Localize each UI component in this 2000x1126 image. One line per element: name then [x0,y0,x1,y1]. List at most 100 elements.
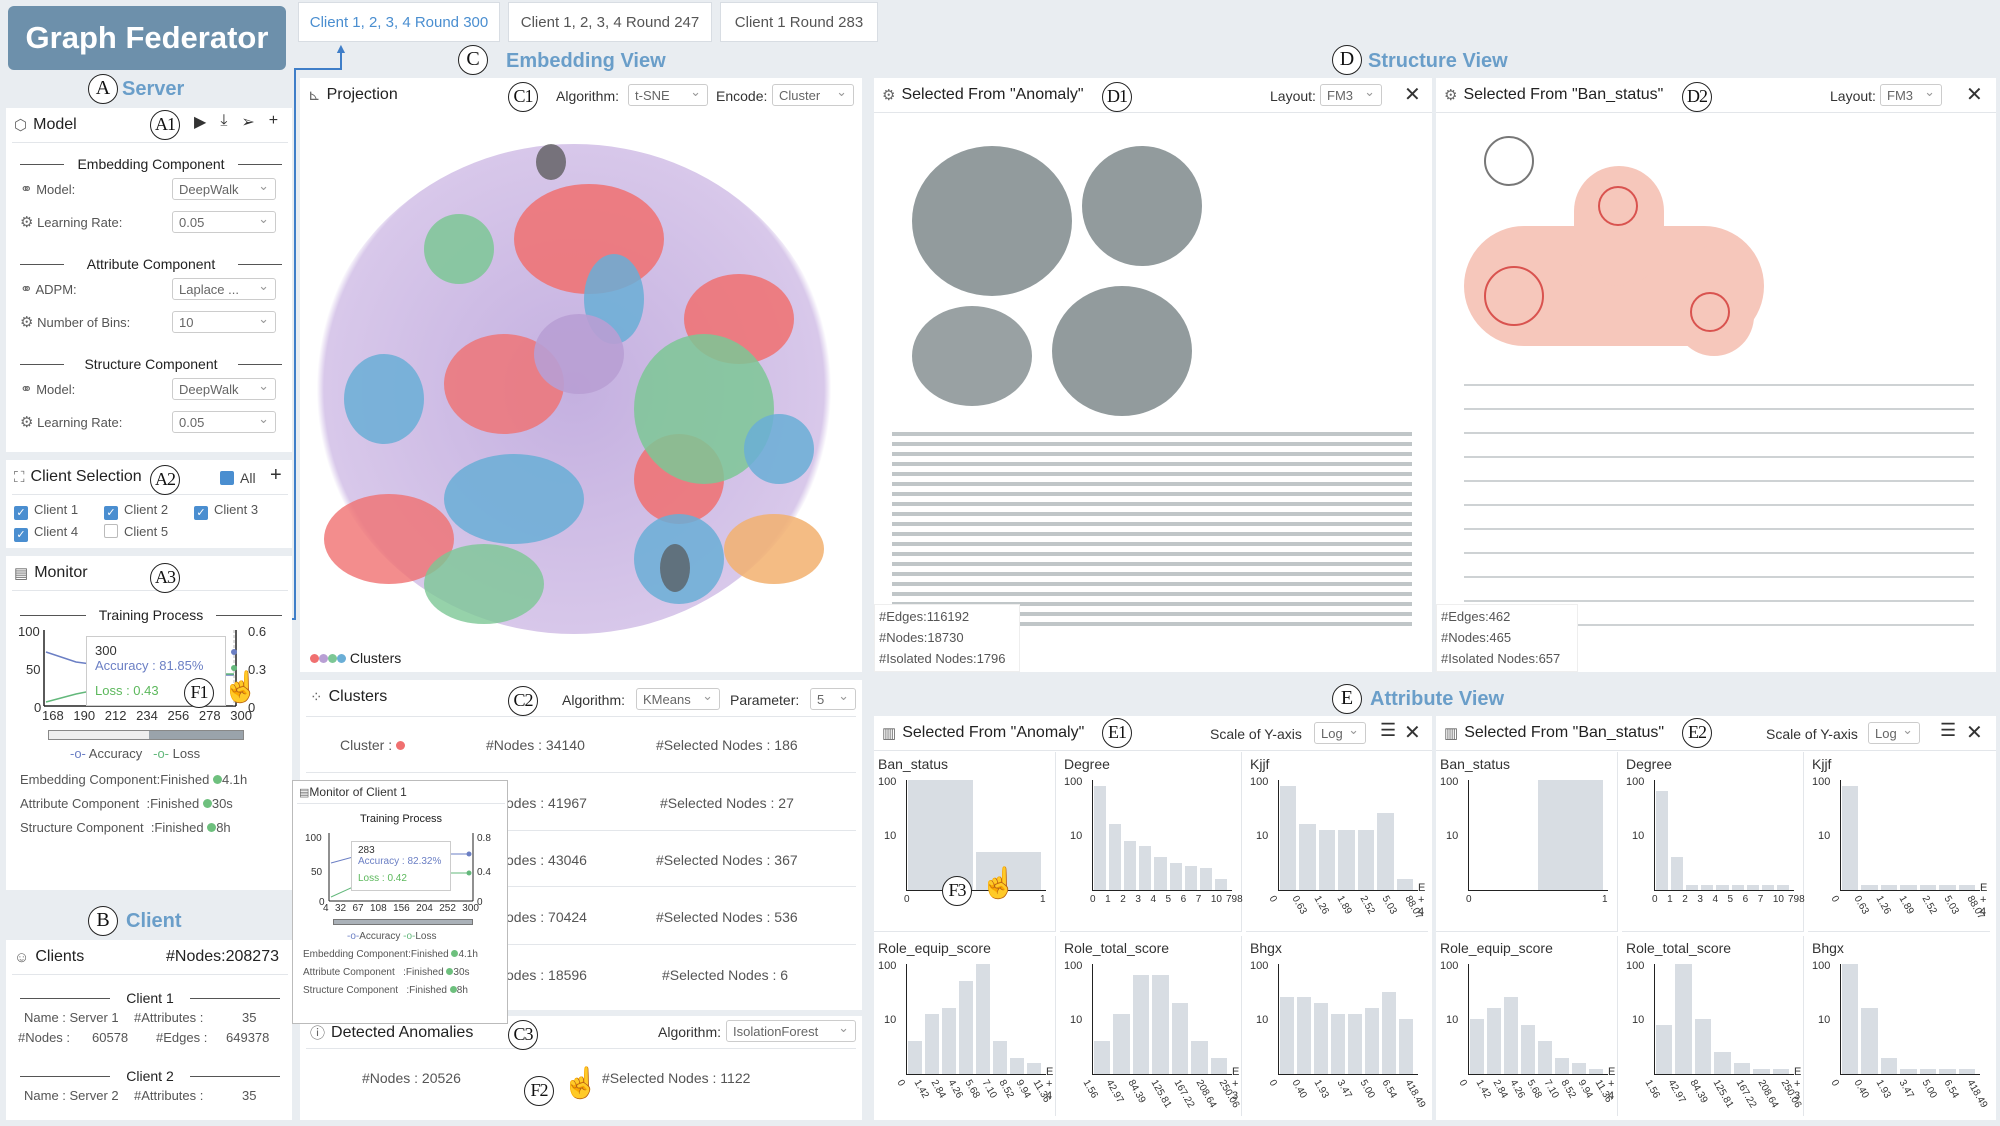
histogram-bar[interactable] [1900,884,1917,890]
bins-input[interactable]: 10 [172,311,276,333]
histogram-bar[interactable] [1504,997,1518,1074]
histogram-role-equip-score[interactable]: Role_equip_score 100 10 0 1.42 2.84 4.26 5.68 7.… [1436,936,1618,1116]
histogram-ban-status[interactable]: Ban_status 100 10 0 1 [874,752,1056,932]
scale-select-left[interactable]: Log [1314,722,1366,744]
histogram-bar[interactable] [1184,865,1197,890]
histogram-bar[interactable] [1280,785,1297,890]
histogram-bar[interactable] [976,964,990,1074]
embedding-lr-input[interactable]: 0.05 [172,211,276,233]
client-4-checkbox[interactable]: ✓ Client 4 [14,524,78,542]
histogram-role-total-score[interactable]: Role_total_score 100 10 1.56 42.97 84.39 125.8… [1060,936,1242,1116]
histogram-bar[interactable] [1210,1057,1227,1074]
histogram-bar[interactable] [1318,829,1336,890]
histogram-bar[interactable] [1861,884,1878,890]
histogram-degree[interactable]: Degree 100 10 0 1 2 3 4 5 6 7 10 798 [1622,752,1805,932]
histogram-bar[interactable] [908,1041,922,1074]
histogram-bar[interactable] [1399,1019,1413,1074]
histogram-bar[interactable] [1701,884,1714,890]
histogram-bar[interactable] [1716,884,1729,890]
close-icon[interactable]: ✕ [1966,84,1983,106]
histogram-bar[interactable] [1733,1063,1751,1074]
histogram-bar[interactable] [1377,813,1394,890]
histogram-bar[interactable] [1109,824,1122,890]
histogram-bar[interactable] [959,980,973,1074]
histogram-bar[interactable] [1331,1013,1345,1074]
histogram-role-equip-score[interactable]: Role_equip_score 100 10 0 1.42 2.84 4.26 5.68 7.… [874,936,1056,1116]
histogram-bar[interactable] [1169,862,1182,890]
all-checkbox[interactable] [220,471,234,485]
tab-round-283[interactable]: Client 1 Round 283 [720,2,878,42]
close-icon[interactable]: ✕ [1404,84,1421,106]
histogram-bar[interactable] [1171,1002,1189,1074]
histogram-bar[interactable] [1919,1068,1937,1074]
histogram-degree[interactable]: Degree 100 10 0 1 2 3 4 5 6 7 10 798 [1060,752,1243,932]
histogram-bar[interactable] [1191,1041,1208,1074]
histogram-bar[interactable] [1010,1057,1024,1074]
histogram-role-total-score[interactable]: Role_total_score 100 10 1.56 42.97 84.39 125.8… [1622,936,1804,1116]
histogram-bar[interactable] [1880,1057,1898,1074]
histogram-bar[interactable] [1746,884,1759,890]
structure-left-layout-select[interactable]: FM3 [1320,84,1382,106]
histogram-bar[interactable] [1686,884,1699,890]
histogram-bar[interactable] [942,1008,956,1074]
structure-model-select[interactable]: DeepWalk [172,378,276,400]
histogram-bar[interactable] [1338,829,1355,890]
histogram-bar[interactable] [1470,1019,1484,1074]
histogram-bar[interactable] [1139,846,1152,890]
histogram-kjjf[interactable]: Kjjf 100 10 0 0.63 1.26 1.89 2.52 5.03 88.07 E + 4 [1246,752,1428,932]
histogram-bhgx[interactable]: Bhgx 100 10 0 0.40 1.93 3.47 5.00 6.54 418.49 [1246,936,1428,1116]
tab-round-300[interactable]: Client 1, 2, 3, 4 Round 300 [298,2,500,42]
tsne-scatter[interactable] [304,114,858,634]
histogram-bar[interactable] [1348,1013,1362,1074]
histogram-bar[interactable] [1382,991,1396,1074]
parameter-input[interactable]: 5 [810,688,856,710]
histogram-bar[interactable] [1761,884,1774,890]
histogram-bar[interactable] [1113,1013,1130,1074]
histogram-bar[interactable] [993,1041,1007,1074]
histogram-bar[interactable] [1958,884,1975,890]
close-icon[interactable]: ✕ [1966,722,1983,744]
histogram-bar[interactable] [1357,829,1375,890]
histogram-bar[interactable] [1124,840,1137,890]
histogram-bar[interactable] [1365,1008,1379,1074]
histogram-bar[interactable] [1880,884,1898,890]
popup-range-slider[interactable] [333,919,473,925]
list-icon[interactable]: ☰ [1940,720,1957,740]
scale-select-right[interactable]: Log [1868,722,1920,744]
structure-right-layout-select[interactable]: FM3 [1880,84,1942,106]
encode-select[interactable]: Cluster [772,84,854,106]
adpm-select[interactable]: Laplace ... [172,278,276,300]
client-3-checkbox[interactable]: ✓ Client 3 [194,502,258,520]
range-slider-handle[interactable] [149,731,243,739]
histogram-bar[interactable] [1776,884,1789,890]
histogram-bar[interactable] [1154,857,1167,890]
histogram-bar[interactable] [1900,1068,1917,1074]
histogram-bar[interactable] [1671,857,1684,890]
histogram-bar[interactable] [976,851,1041,890]
histogram-bar[interactable] [1027,1063,1041,1074]
histogram-bar[interactable] [1694,1019,1712,1074]
histogram-bar[interactable] [1214,879,1227,890]
graph-canvas-right[interactable] [1454,126,1984,626]
histogram-bar[interactable] [1572,1063,1586,1074]
histogram-bar[interactable] [1538,780,1603,890]
histogram-bar[interactable] [1487,1008,1501,1074]
close-icon[interactable]: ✕ [1404,722,1421,744]
clusters-algorithm-select[interactable]: KMeans [636,688,720,710]
range-slider[interactable] [48,730,244,740]
histogram-bar[interactable] [1675,964,1692,1074]
histogram-bar[interactable] [1939,1068,1956,1074]
histogram-bar[interactable] [1714,1052,1731,1074]
histogram-bar[interactable] [925,1013,939,1074]
histogram-bar[interactable] [1656,1024,1673,1074]
send-icon[interactable]: ➢ [241,114,255,131]
play-icon[interactable]: ▶ [194,114,207,131]
add-client-icon[interactable]: + [270,464,282,486]
histogram-bar[interactable] [1589,1068,1603,1074]
histogram-bar[interactable] [1396,879,1413,890]
histogram-bar[interactable] [1299,824,1316,890]
histogram-bar[interactable] [1152,975,1169,1074]
histogram-bar[interactable] [1538,1041,1552,1074]
client-5-checkbox[interactable]: Client 5 [104,524,168,539]
histogram-bar[interactable] [1521,1024,1535,1074]
